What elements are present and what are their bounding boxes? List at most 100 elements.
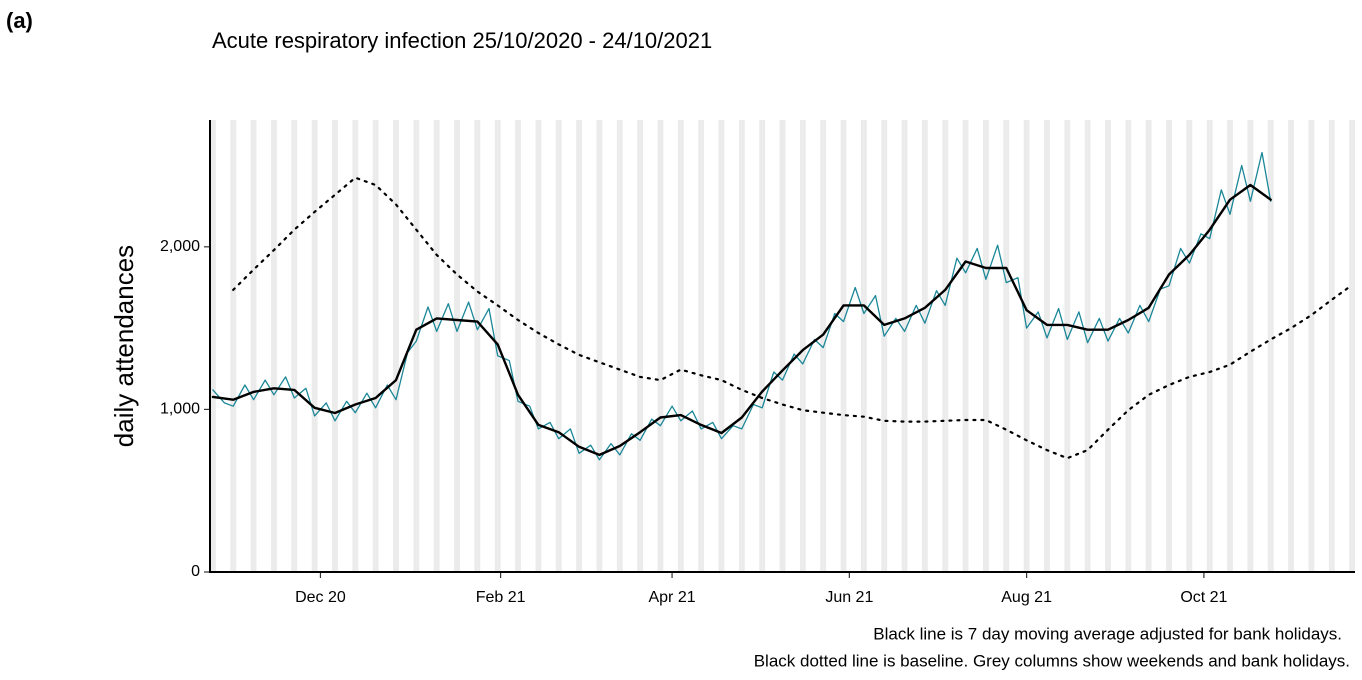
note: Black line is 7 day moving average adjus… <box>873 624 1342 643</box>
chart-title: Acute respiratory infection 25/10/2020 -… <box>212 28 712 53</box>
weekend-column <box>921 120 925 572</box>
weekend-column <box>416 120 420 572</box>
weekend-column <box>779 120 783 572</box>
weekend-column <box>1064 120 1068 572</box>
weekend-column <box>477 120 481 572</box>
weekend-column <box>1206 120 1210 572</box>
series-line <box>211 183 1272 457</box>
weekend-column <box>1270 120 1274 572</box>
weekend-column <box>904 120 908 572</box>
x-tick-label: Oct 21 <box>1180 589 1227 606</box>
weekend-column <box>1189 120 1193 572</box>
weekend-column <box>881 120 885 572</box>
weekend-column <box>555 120 559 572</box>
weekend-column <box>840 120 844 572</box>
weekend-column <box>311 120 315 572</box>
weekend-column <box>599 120 603 572</box>
weekend-column <box>233 120 237 572</box>
plot-area: 0 1,000 2,000 Dec 20 Feb 21 Apr 21 Jun 21 Aug 2… <box>160 120 1355 606</box>
y-tick-label: 2,000 <box>160 238 200 255</box>
y-tick-label: 1,000 <box>160 401 200 418</box>
weekend-column <box>1311 120 1315 572</box>
weekend-column <box>294 120 298 572</box>
x-tick-label: Feb 21 <box>476 589 526 606</box>
weekend-column <box>375 120 379 572</box>
weekend-column <box>759 120 763 572</box>
x-tick-label: Aug 21 <box>1001 589 1052 606</box>
weekend-column <box>718 120 722 572</box>
weekend-column <box>823 120 827 572</box>
weekend-column <box>942 120 946 572</box>
weekend-column <box>1067 120 1071 572</box>
weekend-column <box>1026 120 1030 572</box>
weekend-column <box>454 120 458 572</box>
weekend-column <box>657 120 661 572</box>
weekend-column <box>843 120 847 572</box>
weekend-column <box>1227 120 1231 572</box>
weekend-column <box>273 120 277 572</box>
x-tick-label: Jun 21 <box>825 589 873 606</box>
weekend-column <box>1349 120 1353 572</box>
weekend-column <box>535 120 539 572</box>
weekend-column <box>334 120 338 572</box>
weekend-column <box>1166 120 1170 572</box>
weekend-column <box>637 120 641 572</box>
weekend-column <box>1046 120 1050 572</box>
weekend-column <box>1107 120 1111 572</box>
weekend-column <box>863 120 867 572</box>
weekend-columns <box>210 120 1355 572</box>
weekend-column <box>962 120 966 572</box>
weekend-column <box>1267 120 1271 572</box>
weekend-column <box>741 120 745 572</box>
weekend-column <box>802 120 806 572</box>
weekend-column <box>518 120 521 572</box>
weekend-column <box>965 120 969 572</box>
weekend-column <box>1145 120 1149 572</box>
weekend-column <box>291 120 295 572</box>
weekend-column <box>271 120 274 572</box>
weekend-column <box>1044 120 1047 572</box>
weekend-column <box>701 120 705 572</box>
series-line <box>212 151 1272 461</box>
weekend-column <box>314 120 318 572</box>
weekend-column <box>253 120 257 572</box>
weekend-column <box>680 120 684 572</box>
weekend-column <box>1087 120 1091 572</box>
weekend-column <box>860 120 864 572</box>
weekend-column <box>433 120 437 572</box>
weekend-column <box>721 120 725 572</box>
note: Black dotted line is baseline. Grey colu… <box>754 651 1350 670</box>
y-tick-label: 0 <box>191 563 200 580</box>
weekend-column <box>1105 120 1108 572</box>
weekend-column <box>1128 120 1132 572</box>
weekend-column <box>640 120 644 572</box>
weekend-column <box>619 120 623 572</box>
weekend-column <box>1230 120 1233 572</box>
y-axis-label: daily attendances <box>109 245 139 447</box>
weekend-column <box>1006 120 1010 572</box>
weekend-column <box>1186 120 1190 572</box>
weekend-column <box>1209 120 1213 572</box>
weekend-column <box>945 120 949 572</box>
weekend-column <box>474 120 478 572</box>
weekend-column <box>884 120 888 572</box>
panel-label: (a) <box>6 8 33 33</box>
weekend-column <box>799 120 803 572</box>
weekend-column <box>372 120 376 572</box>
weekend-column <box>1247 120 1251 572</box>
weekend-column <box>212 120 216 572</box>
weekend-column <box>355 120 359 572</box>
weekend-column <box>1169 120 1172 572</box>
x-tick-label: Dec 20 <box>295 589 346 606</box>
weekend-column <box>332 120 335 572</box>
weekend-column <box>395 120 399 572</box>
weekend-column <box>924 120 928 572</box>
weekend-column <box>782 120 786 572</box>
weekend-column <box>230 120 234 572</box>
weekend-column <box>1352 120 1355 572</box>
weekend-column <box>1328 120 1332 572</box>
weekend-column <box>1084 120 1088 572</box>
weekend-column <box>1023 120 1027 572</box>
